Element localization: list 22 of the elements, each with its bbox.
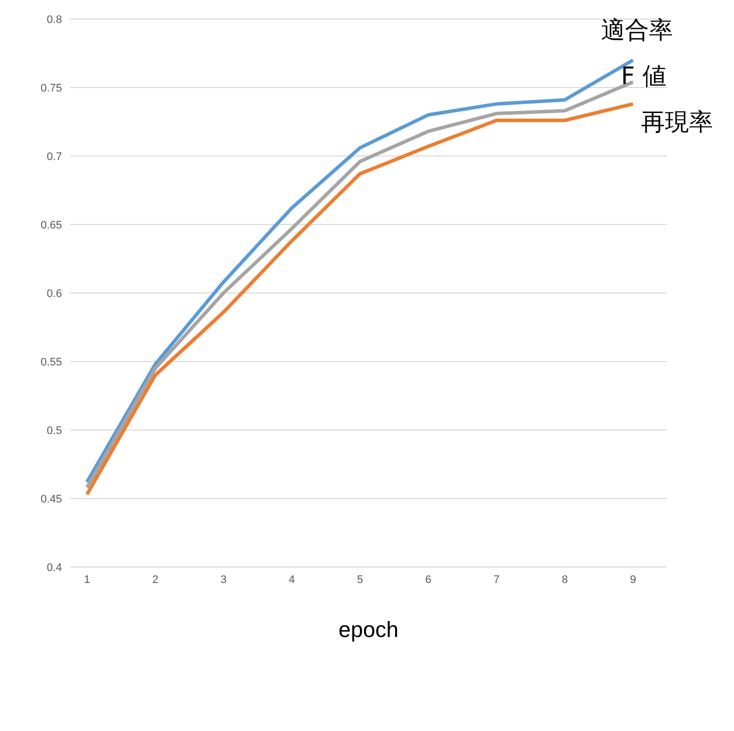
y-tick-label: 0.8 [46, 14, 62, 26]
y-tick-label: 0.45 [40, 493, 62, 506]
series-label: 再現率 [641, 108, 713, 136]
x-tick-label: 6 [425, 574, 432, 586]
y-tick-label: 0.65 [40, 219, 62, 232]
x-tick-label: 4 [288, 574, 295, 586]
y-tick-label: 0.6 [46, 288, 62, 300]
y-tick-label: 0.7 [46, 150, 62, 163]
y-tick-label: 0.4 [46, 562, 62, 574]
y-tick-label: 0.55 [40, 356, 62, 368]
y-tick-label: 0.75 [40, 82, 62, 94]
y-tick-label: 0.5 [46, 424, 62, 437]
x-tick-label: 7 [493, 574, 500, 586]
series-label: 適合率 [601, 16, 673, 44]
x-tick-label: 2 [152, 574, 158, 586]
x-axis-title: epoch [338, 617, 398, 642]
x-tick-label: 9 [630, 574, 636, 586]
x-tick-label: 3 [220, 574, 227, 586]
x-tick-label: 5 [356, 574, 364, 586]
x-tick-label: 8 [562, 574, 568, 586]
x-tick-label: 1 [84, 574, 90, 586]
series-label: F 値 [621, 62, 666, 90]
